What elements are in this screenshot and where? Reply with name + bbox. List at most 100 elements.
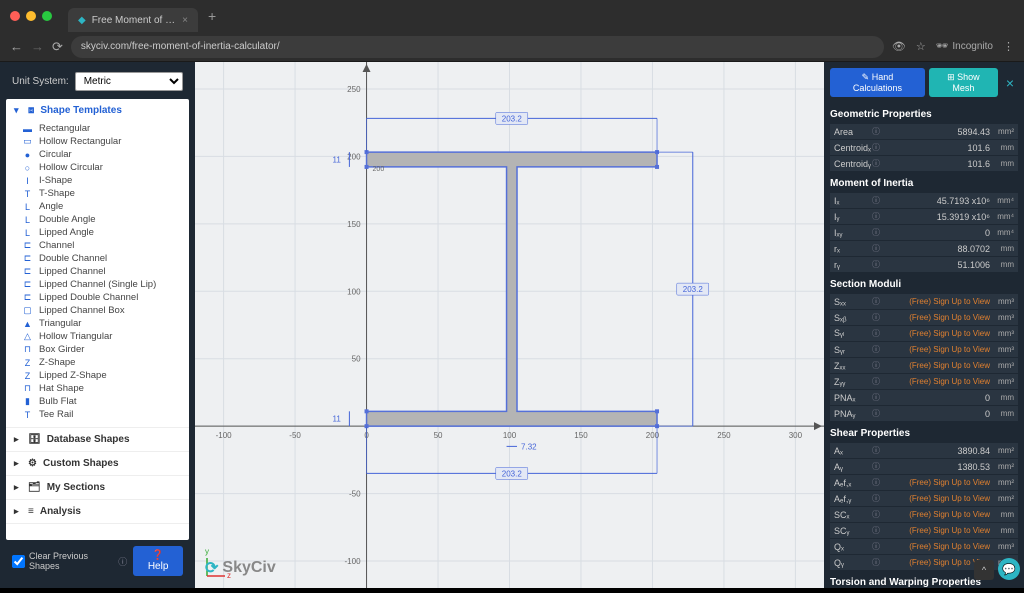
info-icon[interactable]: ⓘ bbox=[872, 328, 880, 339]
info-icon[interactable]: ⓘ bbox=[872, 142, 880, 153]
property-value-locked[interactable]: (Free) Sign Up to View bbox=[884, 542, 990, 551]
analysis-header[interactable]: ▸≡Analysis bbox=[6, 500, 189, 523]
info-icon[interactable]: ⓘ bbox=[872, 392, 880, 403]
info-icon[interactable]: ⓘ bbox=[872, 296, 880, 307]
url-field[interactable]: skyciv.com/free-moment-of-inertia-calcul… bbox=[71, 36, 884, 58]
my-sections-header[interactable]: ▸🗂My Sections bbox=[6, 476, 189, 499]
info-icon[interactable]: ⓘ bbox=[872, 312, 880, 323]
property-value-locked[interactable]: (Free) Sign Up to View bbox=[884, 494, 990, 503]
shape-template-item[interactable]: ▲Triangular bbox=[22, 317, 183, 330]
new-tab-button[interactable]: + bbox=[208, 8, 216, 24]
custom-shapes-header[interactable]: ▸⚙Custom Shapes bbox=[6, 452, 189, 475]
info-icon[interactable]: ⓘ bbox=[872, 376, 880, 387]
info-icon[interactable]: ⓘ bbox=[872, 461, 880, 472]
info-icon[interactable]: ⓘ bbox=[118, 555, 127, 568]
property-value-locked[interactable]: (Free) Sign Up to View bbox=[884, 526, 990, 535]
info-icon[interactable]: ⓘ bbox=[872, 360, 880, 371]
eye-off-icon[interactable]: 👁 bbox=[892, 40, 906, 53]
shape-item-label: Hat Shape bbox=[39, 383, 84, 394]
shape-template-item[interactable]: ZZ-Shape bbox=[22, 356, 183, 369]
database-shapes-header[interactable]: ▸🗄Database Shapes bbox=[6, 428, 189, 451]
property-value-locked[interactable]: (Free) Sign Up to View bbox=[884, 478, 990, 487]
info-icon[interactable]: ⓘ bbox=[872, 211, 880, 222]
close-tab-icon[interactable]: × bbox=[182, 15, 188, 26]
shape-template-item[interactable]: ●Circular bbox=[22, 148, 183, 161]
info-icon[interactable]: ⓘ bbox=[872, 445, 880, 456]
shape-template-item[interactable]: TT-Shape bbox=[22, 187, 183, 200]
minimize-window-button[interactable] bbox=[26, 11, 36, 21]
property-value-locked[interactable]: (Free) Sign Up to View bbox=[884, 345, 990, 354]
close-panel-icon[interactable]: × bbox=[1002, 75, 1018, 91]
info-icon[interactable]: ⓘ bbox=[872, 126, 880, 137]
shape-template-item[interactable]: ▮Bulb Flat bbox=[22, 395, 183, 408]
canvas-area[interactable]: -100-50050100150200250300-100-5050100150… bbox=[195, 62, 824, 588]
shape-template-item[interactable]: ▭Hollow Rectangular bbox=[22, 135, 183, 148]
info-icon[interactable]: ⓘ bbox=[872, 344, 880, 355]
property-row: Sᵧᵣⓘ(Free) Sign Up to Viewmm³ bbox=[830, 342, 1018, 357]
section-canvas[interactable]: -100-50050100150200250300-100-5050100150… bbox=[195, 62, 824, 588]
browser-tab[interactable]: ◆ Free Moment of Inertia & Cen… × bbox=[68, 8, 198, 32]
property-value-locked[interactable]: (Free) Sign Up to View bbox=[884, 361, 990, 370]
chat-button[interactable]: 💬 bbox=[998, 558, 1020, 580]
info-icon[interactable]: ⓘ bbox=[872, 195, 880, 206]
forward-button[interactable]: → bbox=[31, 39, 44, 54]
custom-icon: ⚙ bbox=[28, 458, 37, 469]
info-icon[interactable]: ⓘ bbox=[872, 525, 880, 536]
scroll-top-button[interactable]: ^ bbox=[974, 560, 994, 580]
shape-template-item[interactable]: LLipped Angle bbox=[22, 226, 183, 239]
shape-template-item[interactable]: ⊏Lipped Channel (Single Lip) bbox=[22, 278, 183, 291]
info-icon[interactable]: ⓘ bbox=[872, 408, 880, 419]
shape-template-item[interactable]: ⊏Double Channel bbox=[22, 252, 183, 265]
svg-text:203.2: 203.2 bbox=[502, 114, 523, 123]
shape-template-item[interactable]: LAngle bbox=[22, 200, 183, 213]
info-icon[interactable]: ⓘ bbox=[872, 227, 880, 238]
shape-template-item[interactable]: ⊏Lipped Channel bbox=[22, 265, 183, 278]
browser-menu-icon[interactable]: ⋮ bbox=[1003, 40, 1014, 53]
info-icon[interactable]: ⓘ bbox=[872, 557, 880, 568]
property-unit: mm bbox=[990, 143, 1014, 152]
property-unit: mm⁴ bbox=[990, 228, 1014, 237]
shape-template-item[interactable]: LDouble Angle bbox=[22, 213, 183, 226]
property-label: Iₓ bbox=[834, 196, 872, 206]
clear-previous-row[interactable]: Clear Previous Shapes ⓘ bbox=[12, 551, 127, 571]
shape-template-item[interactable]: ⊏Channel bbox=[22, 239, 183, 252]
maximize-window-button[interactable] bbox=[42, 11, 52, 21]
property-value-locked[interactable]: (Free) Sign Up to View bbox=[884, 297, 990, 306]
property-value: 5894.43 bbox=[884, 127, 990, 137]
shape-template-item[interactable]: II-Shape bbox=[22, 174, 183, 187]
hand-calculations-button[interactable]: ✎ Hand Calculations bbox=[830, 68, 925, 97]
shape-template-item[interactable]: ▢Lipped Channel Box bbox=[22, 304, 183, 317]
close-window-button[interactable] bbox=[10, 11, 20, 21]
info-icon[interactable]: ⓘ bbox=[872, 509, 880, 520]
shape-template-item[interactable]: ⊏Lipped Double Channel bbox=[22, 291, 183, 304]
shape-template-item[interactable]: ZLipped Z-Shape bbox=[22, 369, 183, 382]
shape-template-item[interactable]: ○Hollow Circular bbox=[22, 161, 183, 174]
shape-templates-section: ▾ ⧈ Shape Templates ▬Rectangular▭Hollow … bbox=[6, 99, 189, 428]
info-icon[interactable]: ⓘ bbox=[872, 158, 880, 169]
shape-template-item[interactable]: ▬Rectangular bbox=[22, 122, 183, 135]
show-mesh-button[interactable]: ⊞ Show Mesh bbox=[929, 68, 998, 97]
info-icon[interactable]: ⓘ bbox=[872, 477, 880, 488]
info-icon[interactable]: ⓘ bbox=[872, 259, 880, 270]
reload-button[interactable]: ⟳ bbox=[52, 39, 63, 55]
shape-template-item[interactable]: △Hollow Triangular bbox=[22, 330, 183, 343]
property-label: rᵧ bbox=[834, 260, 872, 270]
property-value-locked[interactable]: (Free) Sign Up to View bbox=[884, 510, 990, 519]
shape-templates-header[interactable]: ▾ ⧈ Shape Templates bbox=[6, 99, 189, 122]
info-icon[interactable]: ⓘ bbox=[872, 541, 880, 552]
back-button[interactable]: ← bbox=[10, 39, 23, 54]
shape-template-item[interactable]: TTee Rail bbox=[22, 408, 183, 421]
svg-text:203.2: 203.2 bbox=[683, 285, 704, 294]
star-icon[interactable]: ☆ bbox=[916, 40, 926, 53]
shape-template-item[interactable]: ⊓Hat Shape bbox=[22, 382, 183, 395]
unit-system-select[interactable]: Metric bbox=[75, 72, 183, 91]
property-value-locked[interactable]: (Free) Sign Up to View bbox=[884, 329, 990, 338]
property-value-locked[interactable]: (Free) Sign Up to View bbox=[884, 313, 990, 322]
svg-text:y: y bbox=[205, 547, 209, 556]
info-icon[interactable]: ⓘ bbox=[872, 493, 880, 504]
info-icon[interactable]: ⓘ bbox=[872, 243, 880, 254]
property-value-locked[interactable]: (Free) Sign Up to View bbox=[884, 377, 990, 386]
shape-template-item[interactable]: ⊓Box Girder bbox=[22, 343, 183, 356]
help-button[interactable]: ❓ Help bbox=[133, 546, 183, 576]
clear-previous-checkbox[interactable] bbox=[12, 555, 25, 568]
